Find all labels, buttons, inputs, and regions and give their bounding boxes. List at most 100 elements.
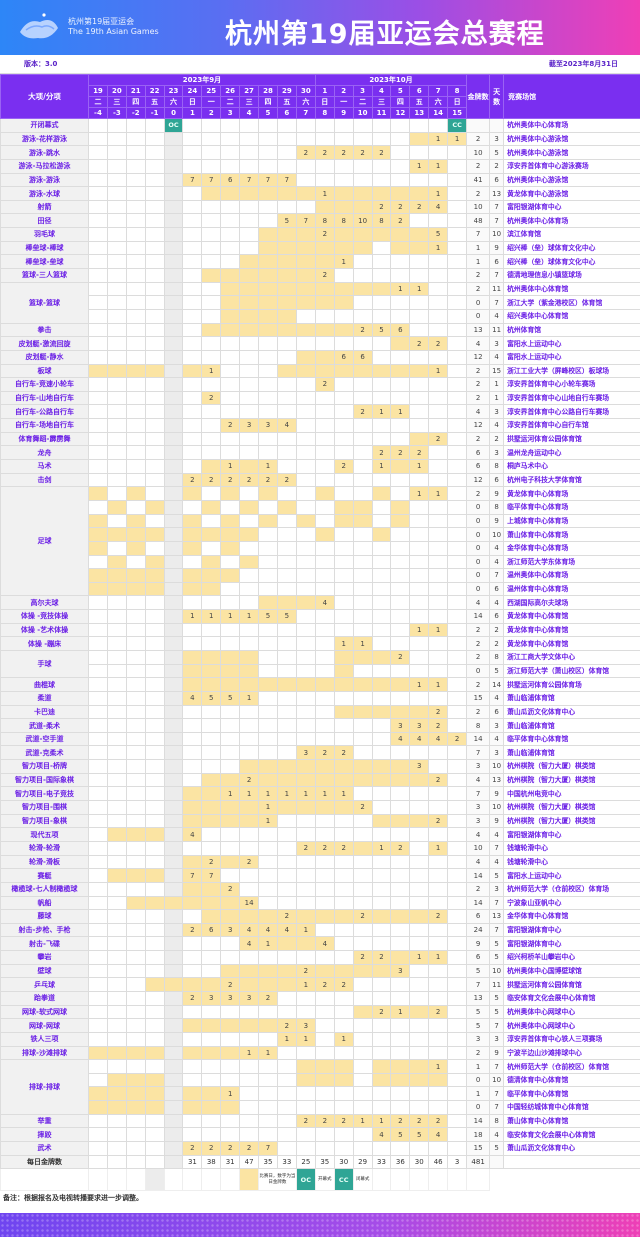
empty-day-cell xyxy=(239,486,260,501)
day-count: 8 xyxy=(489,1113,505,1129)
empty-day-cell xyxy=(276,718,297,733)
empty-day-cell xyxy=(409,404,430,420)
empty-day-cell xyxy=(390,118,411,133)
match-day-cell: 2 xyxy=(428,718,449,733)
empty-day-cell xyxy=(182,745,203,761)
empty-day-cell xyxy=(220,1059,241,1074)
empty-day-cell xyxy=(371,336,392,351)
empty-day-cell xyxy=(276,486,297,501)
empty-day-cell xyxy=(352,977,373,992)
empty-day-cell xyxy=(163,622,184,638)
event-row: 游泳-游泳 7 7 6 7 7 7 41 6 杭州奥体中心游泳馆 xyxy=(0,172,640,188)
match-day-cell xyxy=(201,554,222,570)
empty-day-cell xyxy=(333,922,354,938)
day-count: 2 xyxy=(489,158,505,174)
empty-day-cell xyxy=(428,418,449,433)
empty-day-cell xyxy=(276,950,297,965)
match-day-cell: 5 xyxy=(276,213,297,229)
match-day-cell: 1 xyxy=(409,158,430,174)
empty-day-cell xyxy=(390,554,411,570)
match-day-cell: 8 xyxy=(333,213,354,229)
empty-day-cell xyxy=(258,445,278,461)
match-day-cell: 1 xyxy=(371,459,392,474)
match-day-cell: 2 xyxy=(428,1004,449,1020)
empty-day-cell xyxy=(314,568,335,583)
empty-day-cell xyxy=(276,881,297,897)
empty-day-cell xyxy=(333,622,354,638)
empty-day-cell xyxy=(106,349,127,365)
venue-name: 杭州奥体中心体育馆 xyxy=(503,281,640,297)
empty-day-cell xyxy=(352,1031,373,1047)
empty-day-cell xyxy=(125,745,146,761)
day-count: 9 xyxy=(489,486,505,501)
match-day-cell xyxy=(333,1059,354,1074)
daily-gold-value xyxy=(125,1154,146,1170)
daily-gold-value: 47 xyxy=(239,1154,260,1170)
empty-day-cell xyxy=(409,1031,430,1047)
empty-day-cell xyxy=(314,881,335,897)
empty-day-cell xyxy=(352,472,373,488)
empty-day-cell xyxy=(88,499,108,515)
empty-day-cell xyxy=(220,622,241,638)
match-day-cell xyxy=(295,936,316,952)
empty-day-cell xyxy=(88,936,108,952)
header-date: 20 xyxy=(106,85,127,97)
empty-day-cell xyxy=(163,690,184,706)
venue-name: 富阳银湖体育中心 xyxy=(503,199,640,215)
daily-gold-value: 29 xyxy=(352,1154,373,1170)
match-day-cell xyxy=(276,595,297,611)
match-day-cell xyxy=(428,1072,449,1088)
empty-day-cell xyxy=(295,704,316,720)
empty-day-cell xyxy=(182,281,203,297)
empty-day-cell xyxy=(447,308,468,324)
header-weekday: 五 xyxy=(276,96,297,108)
empty-day-cell xyxy=(409,213,430,229)
event-row: 足球 1 1 2 9 黄龙体育中心体育场 xyxy=(0,486,640,597)
match-day-cell xyxy=(295,1059,316,1074)
match-day-cell xyxy=(201,895,222,911)
empty-day-cell xyxy=(88,336,108,351)
match-day-cell: 2 xyxy=(314,377,335,392)
empty-day-cell xyxy=(163,731,184,747)
venue-name: 杭州体育馆 xyxy=(503,322,640,338)
empty-day-cell xyxy=(239,336,260,351)
event-row: 智力项目-象棋 1 2 3 9 杭州棋院（智力大厦）棋类馆 xyxy=(0,813,640,829)
day-count: 5 xyxy=(489,1004,505,1020)
match-day-cell xyxy=(144,1045,165,1061)
event-row: 智力项目-国际象棋 2 2 4 13 杭州棋院（智力大厦）棋类馆 xyxy=(0,772,640,788)
gold-count: 3 xyxy=(466,759,491,774)
empty-day-cell xyxy=(352,377,373,392)
event-name: 拳击 xyxy=(0,322,89,338)
empty-day-cell xyxy=(352,609,373,624)
empty-day-cell xyxy=(144,881,165,897)
match-day-cell xyxy=(239,663,260,679)
empty-day-cell xyxy=(182,840,203,856)
event-name: 橄榄球-七人制橄榄球 xyxy=(0,881,89,897)
match-day-cell xyxy=(314,322,335,338)
day-count: 6 xyxy=(489,581,505,597)
empty-day-cell xyxy=(125,172,146,188)
empty-day-cell xyxy=(144,227,165,242)
empty-day-cell xyxy=(220,868,241,883)
banner: 杭州第19届亚运会 The 19th Asian Games 杭州第19届亚运会… xyxy=(0,0,640,55)
empty-day-cell xyxy=(144,690,165,706)
empty-day-cell xyxy=(276,895,297,911)
match-day-cell xyxy=(295,595,316,611)
empty-day-cell xyxy=(239,636,260,651)
empty-day-cell xyxy=(390,977,411,992)
empty-day-cell xyxy=(447,840,468,856)
match-day-cell xyxy=(409,363,430,379)
empty-day-cell xyxy=(295,991,316,1006)
empty-day-cell xyxy=(220,240,241,256)
event-name: 开闭幕式 xyxy=(0,118,89,133)
empty-day-cell xyxy=(201,158,222,174)
event-row: 0 6 温州体育中心体育场 xyxy=(1,581,640,597)
empty-day-cell xyxy=(258,663,278,679)
match-day-cell xyxy=(314,677,335,692)
empty-day-cell xyxy=(447,950,468,965)
venue-name: 淳安界首体育中心山地自行车赛场 xyxy=(503,390,640,406)
match-day-cell xyxy=(371,1059,392,1074)
empty-day-cell xyxy=(447,690,468,706)
empty-day-cell xyxy=(125,268,146,283)
empty-day-cell xyxy=(239,840,260,856)
